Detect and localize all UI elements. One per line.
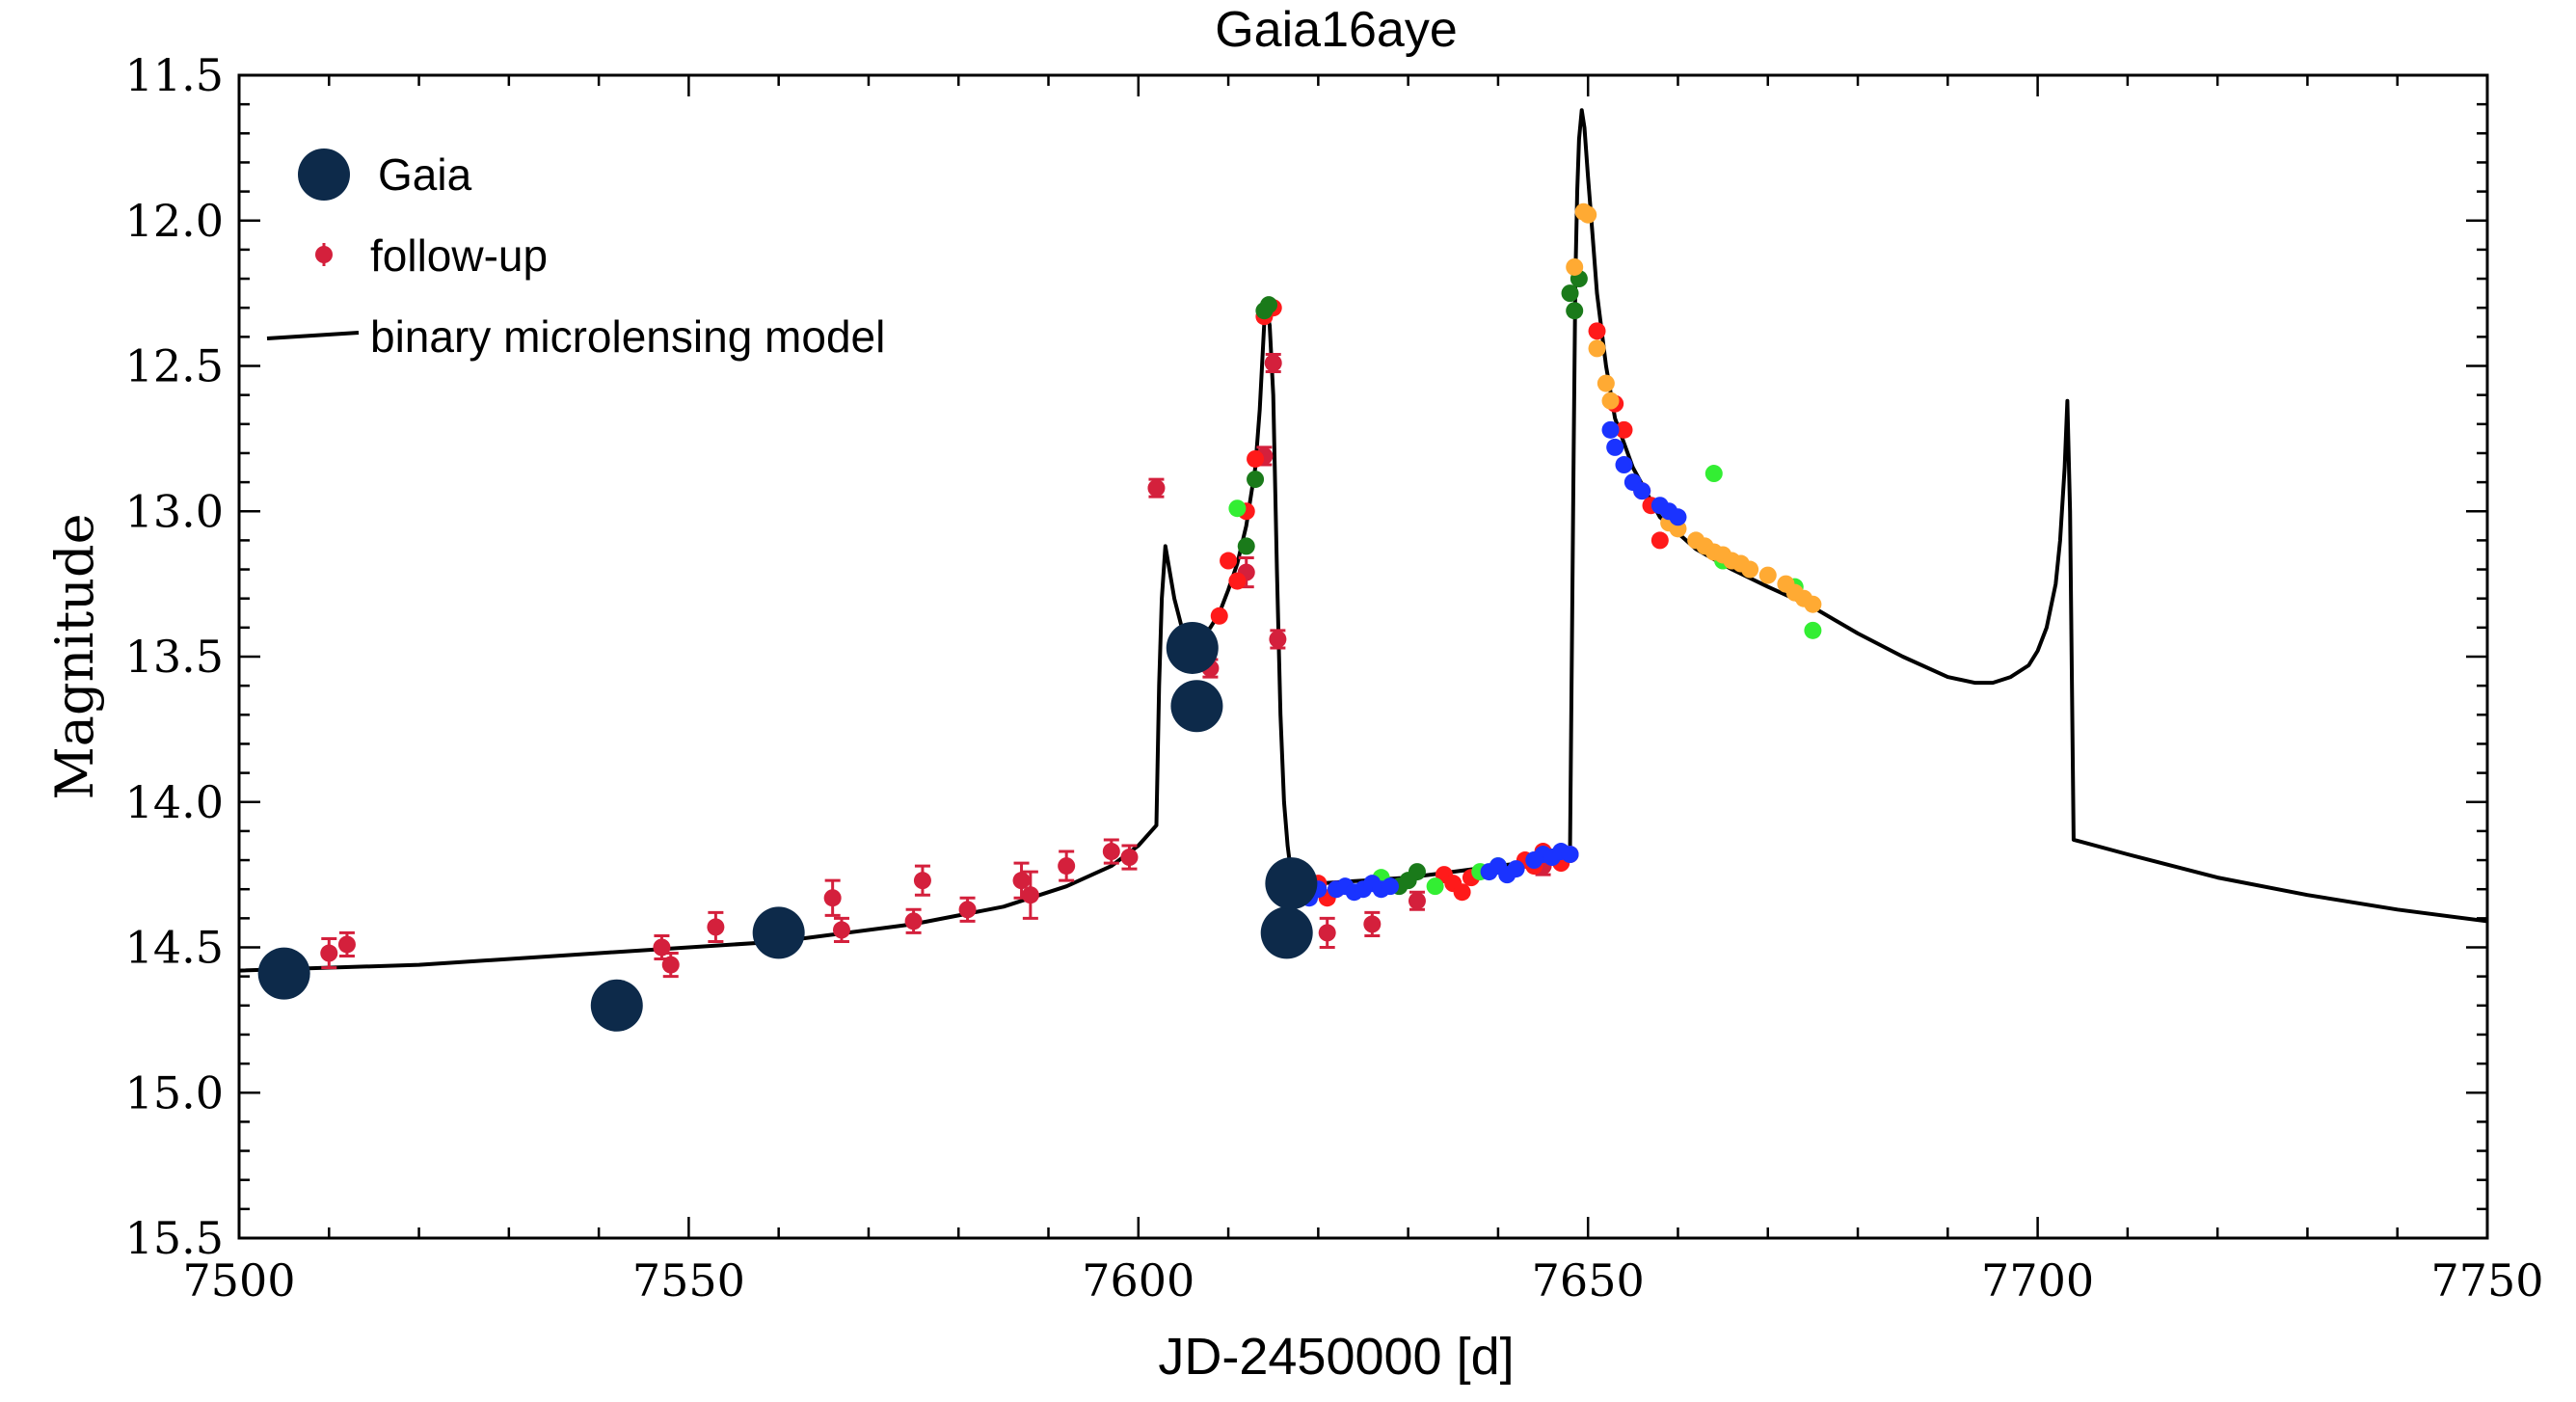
y-tick-label: 12.0: [125, 195, 224, 247]
x-tick-label: 7500: [182, 1254, 295, 1307]
follow-up-point: [1228, 572, 1247, 590]
follow-up-point: [1408, 892, 1426, 910]
follow-up-point: [1588, 322, 1606, 340]
y-tick-label: 13.0: [125, 485, 224, 537]
follow-up-point: [1058, 857, 1076, 876]
follow-up-point: [1228, 499, 1247, 518]
follow-up-point: [913, 872, 931, 890]
follow-up-point: [1804, 621, 1822, 639]
follow-up-point: [1704, 465, 1723, 483]
plot-frame: [237, 73, 2489, 1240]
follow-up-point: [1669, 508, 1687, 526]
x-axis-title: JD-2450000 [d]: [1158, 1328, 1514, 1386]
gaia-point: [257, 947, 310, 1000]
gaia-point: [1260, 906, 1313, 959]
follow-up-point: [1381, 877, 1399, 896]
y-axis-title: Magnitude: [44, 513, 105, 799]
follow-up-point: [1426, 877, 1444, 896]
x-axis: 7500 7550 7600 7650 7700 7750: [182, 75, 2544, 1307]
follow-up-point: [1561, 284, 1579, 303]
follow-up-point: [1633, 482, 1651, 500]
follow-up-point: [1247, 449, 1265, 468]
gaia-point: [1265, 857, 1318, 910]
follow-up-point: [1741, 560, 1759, 579]
legend-label-gaia: Gaia: [378, 149, 472, 200]
follow-up-point: [1012, 872, 1031, 890]
follow-up-point: [1269, 630, 1287, 648]
model-curve: [238, 108, 2488, 973]
follow-up-point: [823, 889, 842, 907]
follow-up-point: [1318, 924, 1336, 942]
gaia-point: [1170, 680, 1223, 733]
follow-up-point: [958, 901, 977, 919]
follow-up-point: [1260, 296, 1278, 314]
follow-up-point: [1210, 607, 1228, 625]
follow-up-point: [1615, 420, 1633, 439]
follow-up-point: [1566, 302, 1584, 320]
legend-marker-gaia: [298, 148, 350, 201]
x-tick-label: 7750: [2430, 1254, 2543, 1307]
follow-up-point: [1102, 843, 1120, 861]
follow-up-point: [1566, 257, 1584, 276]
follow-up-point: [1804, 595, 1822, 613]
follow-up-point: [653, 938, 671, 957]
follow-up-point: [1220, 552, 1238, 570]
gaia-point: [1166, 621, 1219, 674]
follow-up-point: [320, 944, 338, 962]
model-layer: [238, 108, 2488, 973]
chart-title: Gaia16aye: [1215, 2, 1458, 58]
follow-up-point: [904, 912, 923, 930]
follow-up-point: [1579, 205, 1597, 224]
x-tick-label: 7700: [1981, 1254, 2094, 1307]
legend-label-model: binary microlensing model: [370, 311, 885, 362]
follow-up-point: [1408, 863, 1426, 881]
follow-up-point: [1021, 886, 1039, 904]
follow-up-point: [1247, 471, 1265, 489]
legend-line-model: [266, 331, 360, 340]
follow-up-point: [1650, 531, 1669, 550]
points-layer: [257, 202, 1822, 1032]
follow-up-point: [1601, 420, 1620, 439]
x-tick-label: 7650: [1532, 1254, 1645, 1307]
follow-up-point: [1615, 456, 1633, 474]
follow-up-point: [661, 956, 680, 974]
y-tick-label: 12.5: [125, 340, 224, 392]
follow-up-point: [1237, 537, 1255, 555]
follow-up-point: [1363, 915, 1382, 933]
follow-up-point: [1264, 354, 1282, 372]
follow-up-point: [1588, 339, 1606, 358]
x-tick-label: 7600: [1082, 1254, 1194, 1307]
y-tick-label: 15.5: [125, 1212, 224, 1264]
y-tick-label: 14.0: [125, 776, 224, 828]
follow-up-point: [1507, 860, 1525, 878]
follow-up-point: [1561, 846, 1579, 864]
y-tick-label: 14.5: [125, 922, 224, 974]
legend-marker-follow-up: [315, 246, 333, 263]
follow-up-point: [337, 935, 356, 954]
follow-up-point: [707, 918, 725, 936]
y-axis: 11.5 12.0 12.5 13.0 13.5 14.0 14.5 15.0 15.5: [125, 49, 2487, 1264]
y-tick-label: 15.0: [125, 1066, 224, 1119]
y-tick-label: 11.5: [125, 49, 224, 101]
legend: Gaia follow-up binary microlensing model: [266, 148, 885, 362]
follow-up-point: [1597, 374, 1615, 392]
follow-up-point: [1758, 566, 1777, 584]
legend-label-follow-up: follow-up: [370, 230, 548, 281]
follow-up-point: [1453, 883, 1471, 902]
gaia-point: [590, 979, 643, 1032]
follow-up-point: [832, 921, 850, 939]
x-tick-label: 7550: [632, 1254, 745, 1307]
gaia-point: [752, 906, 805, 959]
follow-up-point: [1120, 849, 1139, 867]
follow-up-point: [1601, 391, 1620, 410]
follow-up-point: [1606, 438, 1624, 456]
follow-up-point: [1147, 479, 1166, 498]
y-tick-label: 13.5: [125, 631, 224, 683]
